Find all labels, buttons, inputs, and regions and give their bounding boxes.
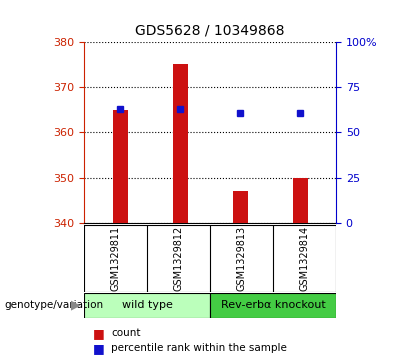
Bar (113, 110, 128, 223)
Text: Rev-erbα knockout: Rev-erbα knockout (220, 300, 326, 310)
Bar (210, 293, 336, 318)
Text: genotype/variation: genotype/variation (4, 300, 103, 310)
Text: ■: ■ (92, 342, 104, 355)
Text: wild type: wild type (121, 300, 173, 310)
Text: GSM1329812: GSM1329812 (173, 226, 184, 291)
Bar (173, 64, 187, 223)
Text: GSM1329814: GSM1329814 (299, 226, 310, 291)
Bar (292, 178, 307, 223)
Text: percentile rank within the sample: percentile rank within the sample (111, 343, 287, 354)
Bar (84, 293, 210, 318)
Text: count: count (111, 328, 141, 338)
Text: GSM1329811: GSM1329811 (110, 226, 121, 291)
Text: ▶: ▶ (71, 299, 80, 312)
Title: GDS5628 / 10349868: GDS5628 / 10349868 (135, 24, 285, 38)
Bar (233, 191, 247, 223)
Text: ■: ■ (92, 327, 104, 340)
Text: GSM1329813: GSM1329813 (236, 226, 247, 291)
